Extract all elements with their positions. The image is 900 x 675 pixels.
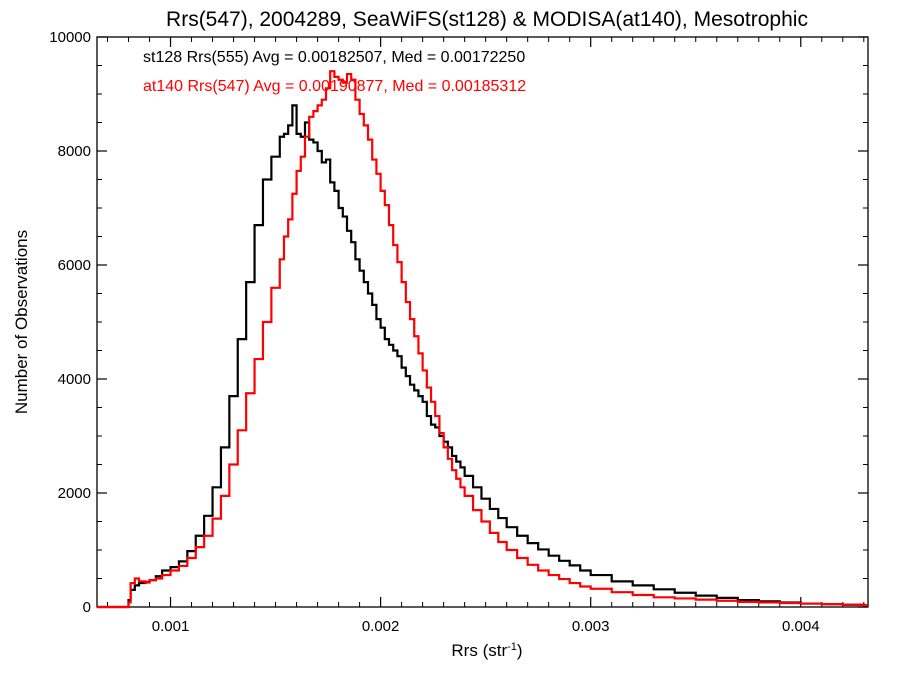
- chart-title: Rrs(547), 2004289, SeaWiFS(st128) & MODI…: [166, 8, 808, 31]
- series-st128-line: [97, 104, 868, 609]
- y-tick-label: 0: [83, 599, 91, 616]
- y-axis-label: Number of Observations: [12, 230, 31, 414]
- annotation-at140: at140 Rrs(547) Avg = 0.00190877, Med = 0…: [143, 78, 526, 95]
- x-axis-label-sup: -1: [507, 641, 517, 653]
- axis-ticks: 0.001 0.002 0.003 0.004 0 2000 4000 6000 8000 100…: [49, 29, 868, 635]
- x-tick-label: 0.004: [782, 618, 820, 635]
- y-tick-label: 6000: [58, 257, 91, 274]
- x-tick-label: 0.001: [152, 618, 190, 635]
- y-tick-label: 4000: [58, 371, 91, 388]
- y-tick-label: 2000: [58, 485, 91, 502]
- series-at140-line: [97, 70, 868, 609]
- x-axis-label-end: ): [517, 641, 523, 660]
- x-tick-label: 0.003: [572, 618, 610, 635]
- x-axis-label-main: Rrs (str: [451, 641, 507, 660]
- y-tick-label: 10000: [49, 29, 91, 46]
- annotation-st128: st128 Rrs(555) Avg = 0.00182507, Med = 0…: [143, 49, 525, 66]
- y-tick-label: 8000: [58, 143, 91, 160]
- x-axis-label: Rrs (str-1): [451, 641, 522, 660]
- series-layer: [97, 70, 868, 609]
- x-tick-label: 0.002: [362, 618, 400, 635]
